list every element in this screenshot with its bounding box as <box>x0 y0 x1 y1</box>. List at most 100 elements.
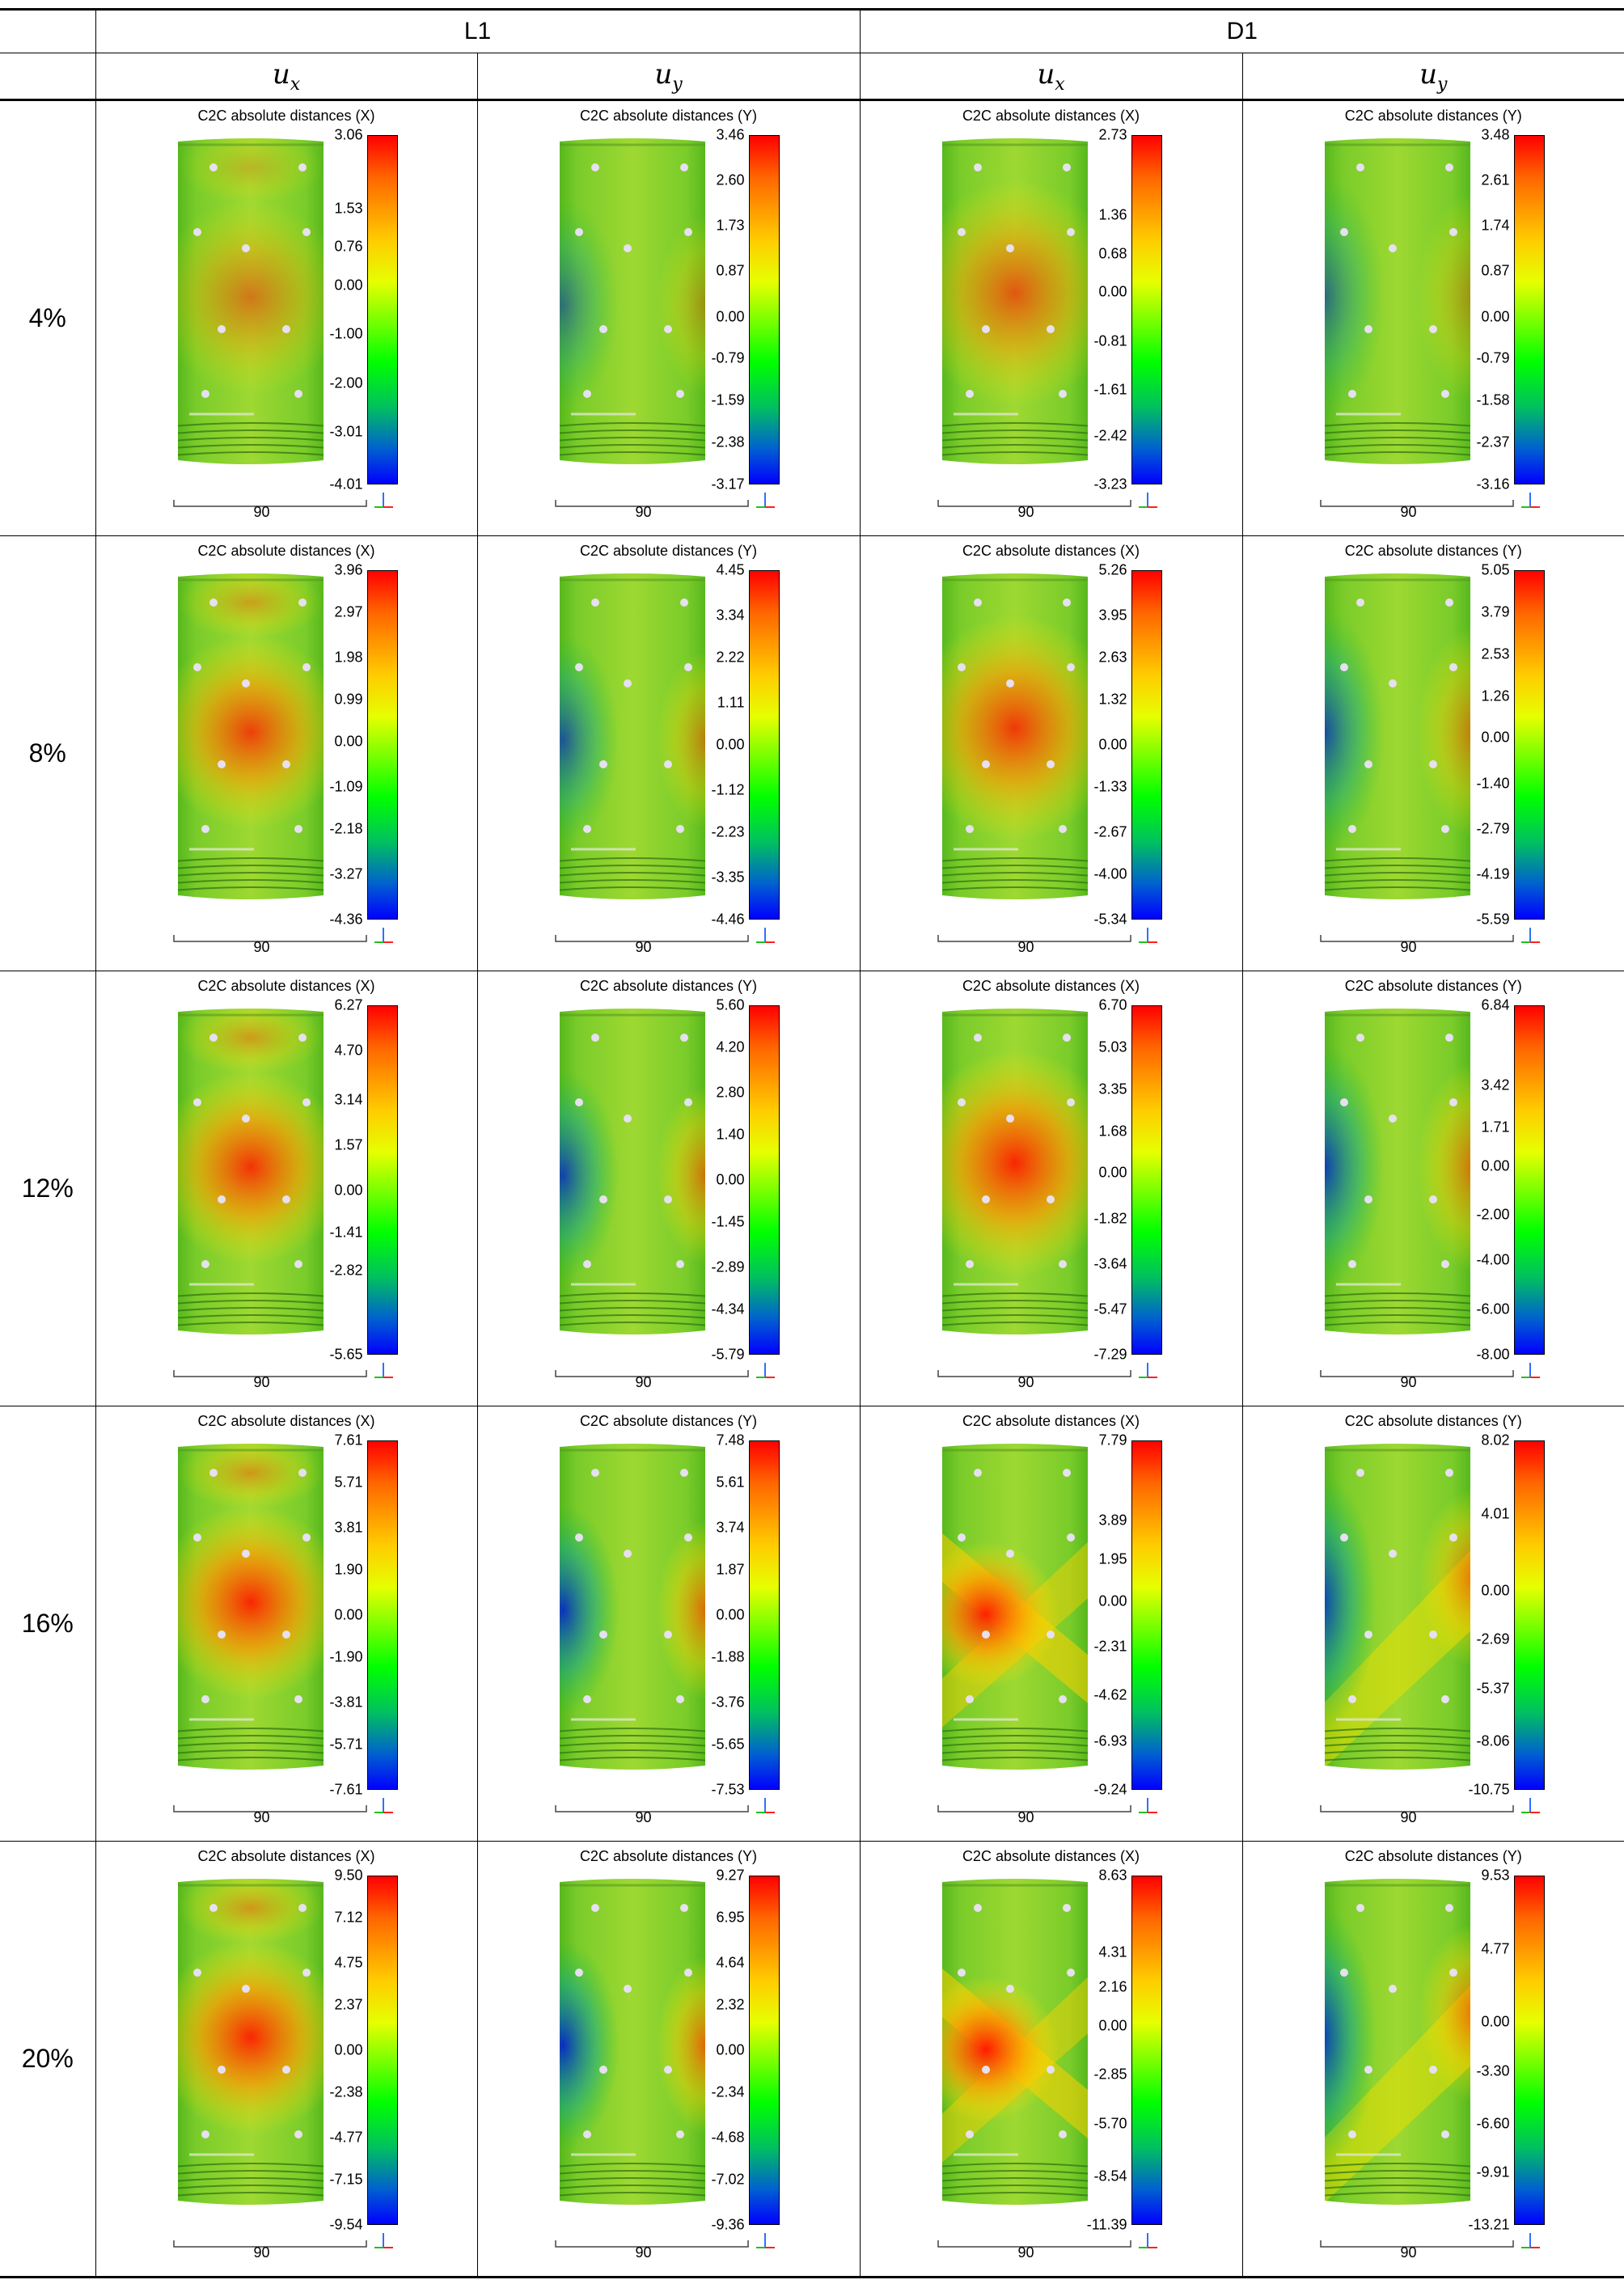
marker-dot <box>957 1098 966 1106</box>
colorbar-tick-label: -2.38 <box>711 434 745 450</box>
marker-dot <box>679 1469 688 1477</box>
marker-dot <box>590 163 599 171</box>
cylinder-specimen-image <box>941 138 1088 464</box>
plot-title: C2C absolute distances (Y) <box>1344 543 1522 559</box>
colorbar-ticks: 3.06 1.53 0.76 0.00 -1.00 -2.00 -3.01 -4.01 <box>290 127 363 493</box>
plot-title: C2C absolute distances (X) <box>197 1848 375 1864</box>
specimen-wrapper <box>555 135 710 491</box>
group-header-row: L1 D1 <box>0 8 1624 53</box>
cylinder-specimen-image <box>941 1444 1088 1770</box>
scale-bar-label: 90 <box>635 1374 652 1390</box>
plot-title: C2C absolute distances (X) <box>962 978 1140 994</box>
marker-dot <box>217 325 226 333</box>
marker-dot <box>1428 1195 1437 1203</box>
marker-dot <box>973 163 982 171</box>
colorbar-ticks: 5.60 4.20 2.80 1.40 0.00 -1.45 -2.89 -4.34 -5.79 <box>672 997 745 1363</box>
colorbar-tick-label: -2.00 <box>1476 1206 1510 1223</box>
colorbar-ticks: 8.63 4.31 2.16 0.00 -2.85 -5.70 -8.54 -11.39 <box>1055 1867 1127 2233</box>
colorbar-tick-label: 3.34 <box>716 607 745 624</box>
marker-dot <box>973 1034 982 1042</box>
scale-bar <box>172 935 367 942</box>
marker-dot <box>1046 1195 1055 1203</box>
marker-dot <box>1364 1195 1372 1203</box>
colorbar-tick-label: 0.00 <box>1098 1164 1127 1181</box>
marker-dot <box>1364 1631 1372 1639</box>
cylinder-specimen-image <box>1324 573 1470 899</box>
colorbar-tick-label: 8.02 <box>1481 1432 1510 1449</box>
colorbar-tick-label: -4.62 <box>1093 1686 1127 1703</box>
subheader-subscript: y <box>1436 74 1448 95</box>
marker-dot <box>679 598 688 607</box>
colorbar-tick-label: -4.34 <box>711 1301 745 1318</box>
marker-dot <box>1058 1695 1067 1703</box>
marker-dot <box>298 1469 307 1477</box>
colorbar-tick-label: 4.70 <box>334 1042 363 1059</box>
marker-dot <box>683 663 692 671</box>
marker-dot <box>957 663 966 671</box>
colorbar-tick-label: -4.00 <box>1093 865 1127 882</box>
colorbar-tick-label: -2.23 <box>711 823 745 840</box>
scale-bar-label: 90 <box>253 939 270 955</box>
colorbar-tick-label: 0.00 <box>1481 1582 1510 1599</box>
colorbar-tick-label: 4.31 <box>1098 1944 1127 1960</box>
scale-bar <box>172 500 367 507</box>
marker-dot <box>294 1260 302 1268</box>
axis-triad-icon <box>1520 1798 1540 1813</box>
colorbar-ticks: 6.27 4.70 3.14 1.57 0.00 -1.41 -2.82 -5.65 <box>290 997 363 1363</box>
colorbar-tick-label: -2.38 <box>329 2083 363 2100</box>
marker-dot <box>302 228 311 236</box>
marker-dot <box>201 1695 209 1703</box>
colorbar-tick-label: -9.54 <box>329 2216 363 2233</box>
axis-triad <box>1136 489 1160 514</box>
axis-triad <box>753 1360 777 1384</box>
colorbar-tick-label: -7.53 <box>711 1781 745 1798</box>
cylinder-specimen-image <box>1324 1879 1470 2205</box>
colorbar-tick-label: -0.81 <box>1093 332 1127 349</box>
colorbar-tick-label: 0.87 <box>1481 262 1510 279</box>
marker-dot <box>582 825 591 833</box>
marker-dot <box>1347 1260 1356 1268</box>
marker-dot <box>1339 228 1348 236</box>
marker-dot <box>683 1098 692 1106</box>
marker-dot <box>1444 163 1453 171</box>
colorbar-tick-label: 0.00 <box>334 2041 363 2058</box>
colorbar-tick-label: -2.00 <box>329 374 363 391</box>
group-header-l1: L1 <box>95 8 861 53</box>
axis-triad <box>1136 1795 1160 1819</box>
axis-triad <box>371 1795 395 1819</box>
marker-dot <box>1448 1969 1457 1977</box>
colorbar-tick-label: 1.57 <box>334 1136 363 1153</box>
subheader-l1-ux: ux <box>95 53 478 101</box>
subheader-symbol: u <box>1037 57 1055 91</box>
plot-title: C2C absolute distances (X) <box>962 1848 1140 1864</box>
marker-dot <box>623 1115 632 1123</box>
marker-dot <box>598 325 607 333</box>
colorbar-tick-label: 3.14 <box>334 1091 363 1108</box>
marker-dot <box>209 1034 218 1042</box>
scale-bar-label: 90 <box>1400 2244 1417 2261</box>
marker-dot <box>1058 390 1067 398</box>
scale-bar-label: 90 <box>1017 1809 1034 1825</box>
strain-row: 12% C2C absolute distances (X) 90 6.27 4.70 3… <box>0 971 1624 1406</box>
marker-dot <box>209 1904 218 1912</box>
colorbar-tick-label: -3.16 <box>1476 476 1510 493</box>
colorbar-tick-label: 2.22 <box>716 649 745 666</box>
marker-dot <box>574 1098 583 1106</box>
marker-dot <box>1005 1985 1014 1993</box>
marker-dot <box>598 1195 607 1203</box>
marker-dot <box>663 760 672 768</box>
colorbar-tick-label: 1.90 <box>334 1561 363 1578</box>
colorbar <box>366 1005 398 1355</box>
colorbar-tick-label: 2.80 <box>716 1084 745 1101</box>
colorbar-tick-label: 1.98 <box>334 649 363 666</box>
subheader-symbol: u <box>654 57 673 91</box>
axis-triad-icon <box>374 493 393 508</box>
colorbar-tick-label: -5.79 <box>711 1346 745 1363</box>
marker-dot <box>1428 2066 1437 2074</box>
subheader-subscript: x <box>1055 74 1065 95</box>
colorbar-tick-label: 3.95 <box>1098 607 1127 624</box>
marker-dot <box>294 390 302 398</box>
colorbar-tick-label: -4.46 <box>711 911 745 928</box>
colorbar <box>1131 1005 1162 1355</box>
colorbar-tick-label: -1.00 <box>329 325 363 342</box>
